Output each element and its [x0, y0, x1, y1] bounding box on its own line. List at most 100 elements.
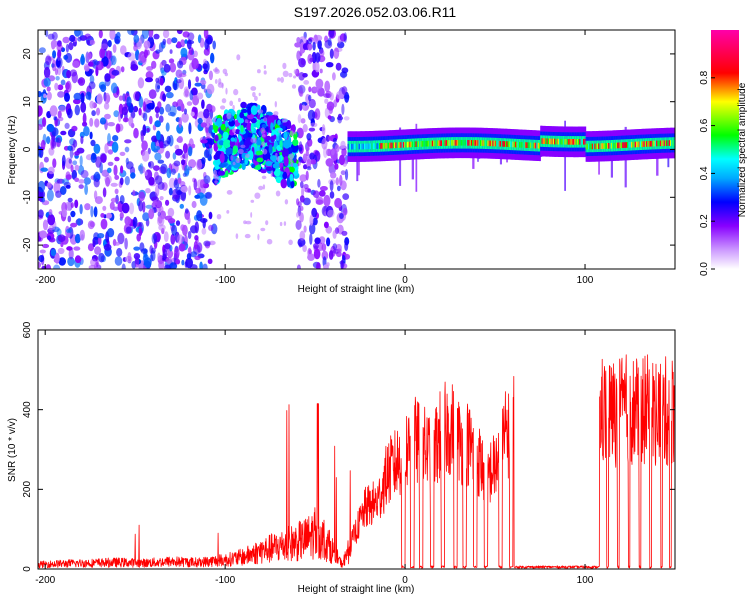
heatmap-cell: [114, 175, 120, 180]
heatmap-cell: [196, 159, 203, 171]
heatmap-cell: [88, 61, 94, 67]
heatmap-cell: [93, 60, 100, 66]
heatmap-cell: [217, 82, 224, 88]
heatmap-cell: [255, 150, 264, 156]
y-tick-label: 200: [22, 481, 33, 498]
heatmap-cell: [421, 141, 424, 147]
heatmap-cell: [575, 139, 578, 145]
heatmap-cell: [667, 140, 670, 146]
heatmap-cell: [262, 148, 268, 155]
heatmap-cell: [40, 139, 46, 150]
heatmap-cell: [528, 142, 531, 149]
heatmap-cell: [200, 139, 208, 144]
heatmap-cell: [435, 140, 438, 147]
heatmap-cell: [365, 143, 367, 150]
heatmap-cell: [207, 258, 213, 264]
heatmap-cell: [63, 181, 71, 188]
heatmap-cell: [483, 140, 486, 146]
heatmap-cell: [339, 213, 344, 219]
heatmap-cell: [265, 160, 273, 167]
heatmap-cell: [107, 161, 114, 166]
heatmap-cell: [278, 129, 282, 134]
heatmap-cell: [224, 72, 228, 77]
heatmap-cell: [98, 30, 103, 39]
heatmap-cell: [133, 105, 139, 113]
heatmap-cell: [38, 255, 45, 263]
heatmap-cell: [571, 139, 574, 145]
colorbar-tick-label: 0.6: [699, 118, 710, 132]
heatmap-cell: [42, 243, 50, 249]
snr-frame: [37, 329, 676, 570]
heatmap-cell: [114, 156, 120, 162]
heatmap-cell: [163, 231, 169, 243]
heatmap-cell: [195, 187, 201, 194]
heatmap-cell: [203, 240, 211, 247]
heatmap-cell: [293, 75, 297, 79]
heatmap-cell: [367, 143, 370, 150]
heatmap-cell: [153, 33, 160, 40]
heatmap-cell: [516, 141, 519, 148]
heatmap-cell: [133, 246, 141, 251]
heatmap-cell: [311, 207, 318, 218]
heatmap-cell: [668, 140, 671, 146]
heatmap-cell: [165, 103, 172, 113]
heatmap-cell: [61, 154, 66, 166]
heatmap-cell: [381, 143, 384, 149]
heatmap-cell: [370, 143, 373, 150]
heatmap-cell: [171, 37, 178, 44]
heatmap-cell: [169, 62, 177, 73]
colorbar-gradient: [711, 30, 739, 269]
heatmap-cell: [328, 250, 334, 260]
heatmap-cell: [275, 152, 278, 157]
heatmap-cell: [288, 153, 294, 160]
heatmap-cell: [613, 142, 616, 149]
heatmap-cell: [60, 79, 66, 86]
heatmap-cell: [194, 255, 201, 261]
colorbar-tick-label: 0.0: [699, 262, 710, 276]
heatmap-cell: [586, 143, 589, 150]
heatmap-cell: [177, 177, 182, 184]
heatmap-cell: [200, 122, 207, 128]
heatmap-cell: [491, 140, 493, 147]
heatmap-cell: [641, 141, 643, 147]
heatmap-cell: [336, 91, 344, 100]
heatmap-cell: [240, 125, 244, 133]
heatmap-cell: [372, 143, 375, 149]
heatmap-cell: [299, 103, 303, 111]
heatmap-cell: [326, 237, 331, 247]
heatmap-cell: [181, 159, 186, 166]
heatmap-cell: [333, 47, 340, 59]
heatmap-cell: [254, 192, 261, 199]
heatmap-cell: [337, 113, 342, 119]
heatmap-cell: [532, 142, 535, 149]
heatmap-cell: [232, 161, 236, 166]
heatmap-cell: [170, 233, 176, 245]
heatmap-cell: [166, 256, 173, 264]
heatmap-cell: [48, 225, 55, 231]
heatmap-cell: [68, 248, 74, 260]
heatmap-cell: [104, 174, 112, 185]
heatmap-cell: [299, 230, 306, 241]
heatmap-cell: [578, 139, 580, 145]
heatmap-cell: [659, 140, 662, 147]
heatmap-cell: [125, 226, 132, 234]
heatmap-cell: [467, 140, 470, 146]
heatmap-cell: [110, 82, 118, 94]
heatmap-cell: [166, 167, 172, 179]
heatmap-cell: [522, 142, 525, 148]
heatmap-cell: [99, 117, 107, 125]
heatmap-cell: [361, 143, 364, 150]
heatmap-cell: [89, 131, 93, 140]
heatmap-cell: [41, 196, 46, 203]
heatmap-cell: [406, 141, 409, 148]
heatmap-cell: [340, 170, 346, 176]
heatmap-cell: [78, 184, 84, 189]
heatmap-cell: [187, 231, 192, 239]
heatmap-cell: [476, 140, 478, 146]
heatmap-cell: [413, 141, 415, 148]
heatmap-cell: [53, 181, 61, 194]
snr-panel: -200 -100 0 100 0 200 400 600 Height of straig…: [7, 321, 676, 595]
heatmap-cell: [321, 243, 327, 252]
heatmap-cell: [182, 143, 188, 154]
heatmap-cell: [79, 30, 84, 38]
